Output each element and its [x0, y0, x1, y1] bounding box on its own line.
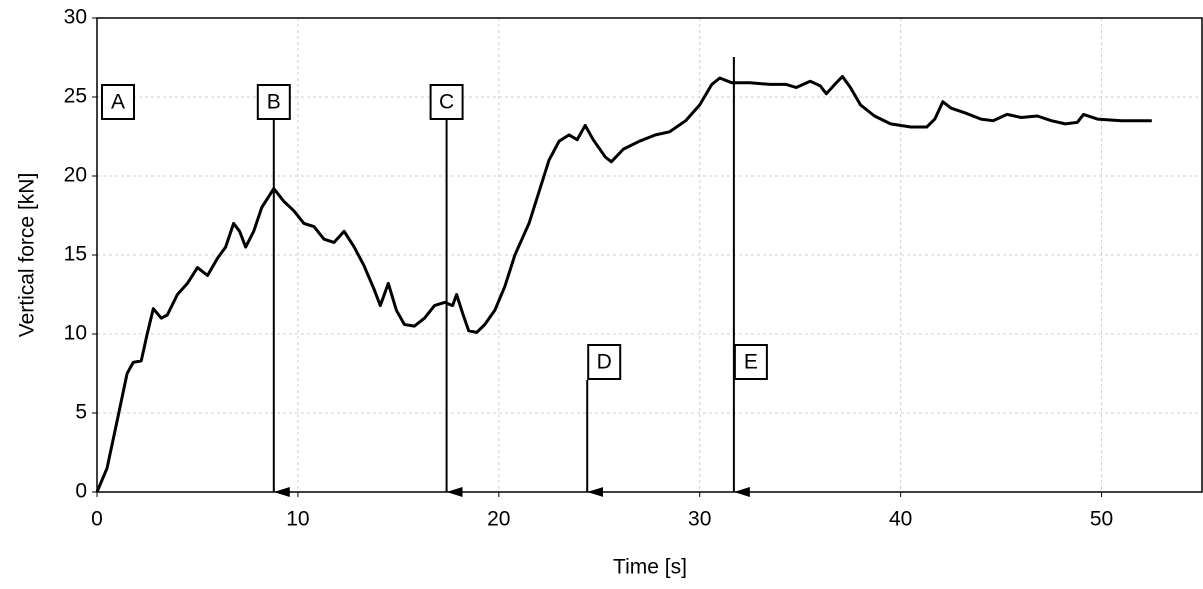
annotation-box — [587, 344, 622, 380]
x-tick-label: 50 — [1090, 508, 1113, 531]
annotation-box — [256, 84, 291, 120]
plot-frame — [96, 17, 1203, 493]
y-tick-label: 30 — [64, 6, 87, 29]
x-tick-label: 30 — [688, 508, 711, 531]
y-tick-label: 5 — [75, 401, 87, 424]
y-tick-label: 15 — [64, 243, 87, 266]
annotation-label: A — [111, 91, 125, 114]
data-line — [95, 75, 1152, 493]
annotation-label: D — [597, 351, 612, 374]
annotation-box — [429, 84, 464, 120]
x-tick-label: 10 — [286, 508, 309, 531]
x-tick-label: 0 — [91, 508, 103, 531]
y-tick-label: 10 — [64, 322, 87, 345]
y-tick-label: 25 — [64, 85, 87, 108]
x-axis-title: Time [s] — [613, 556, 687, 579]
x-tick-label: 20 — [487, 508, 510, 531]
annotation-box — [733, 344, 768, 380]
y-tick-label: 20 — [64, 164, 87, 187]
annotation-box — [101, 84, 135, 120]
y-tick-label: 0 — [75, 480, 87, 503]
annotation-label: E — [744, 351, 758, 374]
y-axis-title: Vertical force [kN] — [16, 173, 39, 338]
annotation-label: C — [439, 91, 454, 114]
x-tick-label: 40 — [889, 508, 912, 531]
annotation-label: B — [267, 91, 281, 114]
